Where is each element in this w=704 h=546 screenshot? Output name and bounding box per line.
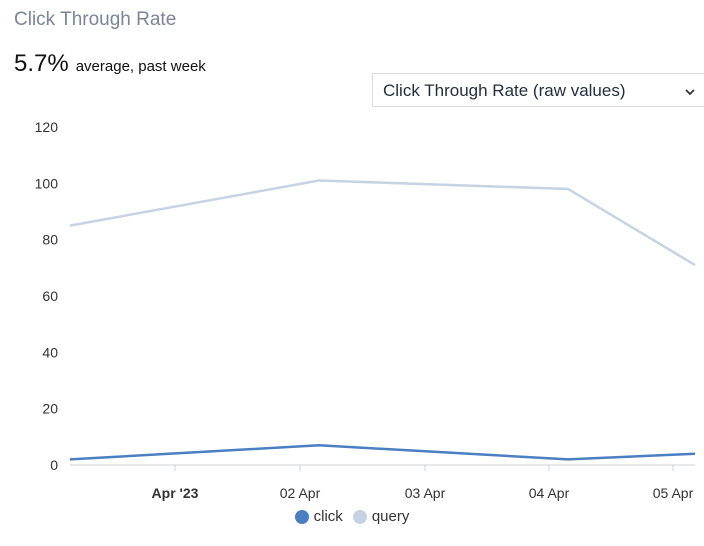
chart-title: Click Through Rate bbox=[14, 9, 177, 30]
metric-value: 5.7% bbox=[14, 50, 69, 77]
y-tick-label: 40 bbox=[42, 344, 58, 360]
series-group bbox=[69, 179, 696, 461]
series-line-click bbox=[69, 444, 696, 461]
y-tick-label: 80 bbox=[42, 232, 58, 248]
legend-click-marker bbox=[294, 509, 309, 524]
metric-summary: 5.7% average, past week bbox=[14, 50, 206, 78]
metric-select-label: Click Through Rate (raw values) bbox=[383, 81, 626, 100]
legend-query-label: query bbox=[371, 508, 410, 525]
legend-item-query[interactable]: query bbox=[352, 508, 410, 525]
legend-item-click[interactable]: click bbox=[294, 508, 343, 525]
metric-select[interactable]: Click Through Rate (raw values) bbox=[372, 73, 704, 107]
x-axis: Apr '23 02 Apr 03 Apr 04 Apr 05 Apr bbox=[152, 465, 694, 501]
x-tick-label: 05 Apr bbox=[653, 485, 694, 501]
x-tick-label: 02 Apr bbox=[280, 485, 321, 501]
chevron-down-icon bbox=[684, 85, 696, 103]
y-tick-label: 0 bbox=[50, 457, 58, 473]
y-tick-label: 20 bbox=[42, 401, 58, 417]
legend: click query bbox=[0, 508, 704, 525]
x-tick-label: 03 Apr bbox=[405, 485, 446, 501]
y-tick-label: 100 bbox=[35, 175, 59, 191]
legend-click-label: click bbox=[313, 508, 343, 525]
x-tick-label: 04 Apr bbox=[529, 485, 570, 501]
series-line-query bbox=[69, 179, 696, 267]
y-tick-label: 60 bbox=[42, 288, 58, 304]
y-axis: 0 20 40 60 80 100 120 bbox=[35, 119, 59, 473]
legend-query-marker bbox=[352, 509, 367, 524]
y-tick-label: 120 bbox=[35, 119, 59, 135]
metric-caption: average, past week bbox=[75, 58, 206, 75]
x-tick-label: Apr '23 bbox=[152, 485, 199, 501]
